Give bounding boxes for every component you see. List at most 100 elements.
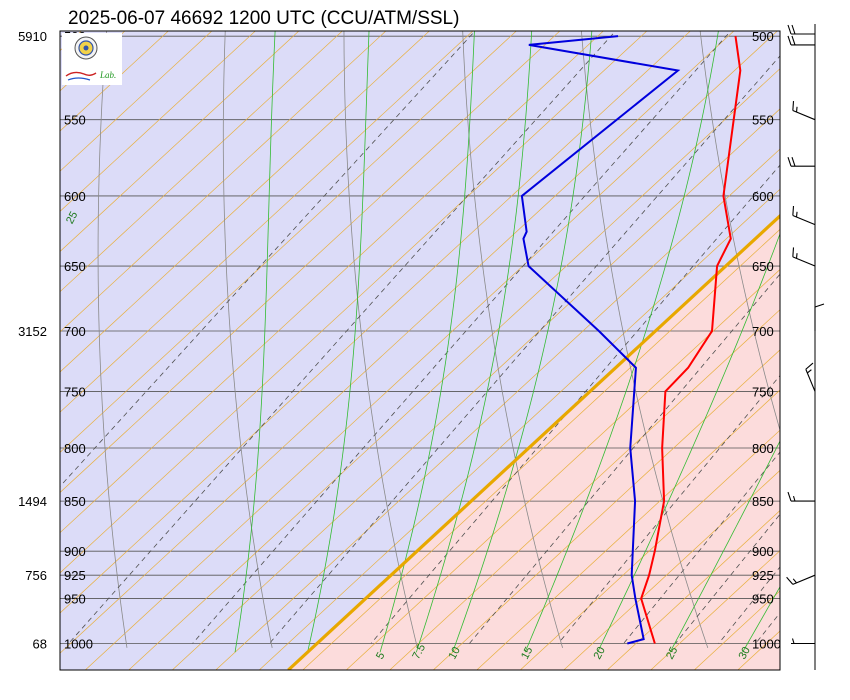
pressure-label-right: 950: [752, 592, 774, 607]
wind-barb-half: [795, 211, 798, 218]
wind-barb: [792, 205, 816, 226]
mixing-ratio-line: [60, 31, 476, 488]
isotherm-line: [60, 31, 604, 534]
moist-adiabat-label: 5: [374, 650, 387, 661]
isotherm-line: [60, 31, 430, 373]
moist-adiabat-line: [307, 31, 370, 653]
isotherm-line: [60, 31, 343, 293]
isotherm-line: [476, 389, 780, 670]
wind-barb-flag: [792, 205, 795, 216]
mixing-ratio-line: [370, 164, 780, 644]
dry-adiabat-line: [462, 31, 563, 648]
wind-barb-half: [791, 638, 795, 644]
dry-adiabat-line: [581, 31, 709, 648]
wind-barb-half: [795, 106, 798, 113]
logo-swoosh-2: [67, 77, 91, 81]
isotherm-line: [60, 31, 735, 654]
pressure-label-right: 900: [752, 544, 774, 559]
pressure-label-left: 1000: [64, 637, 93, 652]
wind-barb: [787, 491, 815, 502]
wind-barb: [814, 303, 825, 331]
pressure-label-right: 700: [752, 324, 774, 339]
pressure-label-right: 925: [752, 568, 774, 583]
isotherm-line: [389, 309, 780, 670]
logo-text: Lab.: [99, 70, 116, 80]
isobar-lines: [60, 35, 780, 644]
wind-barb: [786, 574, 816, 585]
height-label: 1494: [18, 494, 47, 509]
isotherm-line: [607, 510, 780, 670]
moist-adiabat-line: [234, 31, 276, 653]
isotherm-line: [60, 31, 691, 614]
isotherm-line: [85, 31, 778, 670]
pressure-label-left: 850: [64, 494, 86, 509]
wind-barb-flag: [791, 35, 796, 46]
pressure-label-right: 650: [752, 259, 774, 274]
cold-region: [60, 31, 780, 670]
mixing-ratio-line: [623, 451, 780, 644]
moist-adiabat-label: 20: [592, 645, 608, 661]
dry-adiabat-line: [222, 31, 273, 648]
moist-adiabat-line: [415, 31, 533, 653]
wind-barb: [787, 157, 815, 167]
moist-adiabat-label: 10: [447, 645, 463, 661]
pressure-label-left: 925: [64, 568, 86, 583]
isotherm-line: [433, 349, 780, 670]
isotherm-line: [128, 68, 780, 670]
moist-adiabat-label: 25: [64, 210, 80, 226]
moist-adiabat-line: [524, 31, 719, 653]
moist-adiabat-line: [597, 232, 780, 653]
pressure-label-left: 800: [64, 441, 86, 456]
wind-barb: [791, 638, 815, 645]
moist-adiabat-label: 25: [664, 645, 680, 661]
pressure-label-left: 950: [64, 592, 86, 607]
dry-adiabat-lines: [97, 0, 850, 648]
isotherm-line: [346, 269, 780, 670]
wind-barb-flag: [791, 24, 796, 35]
pressure-label-right: 850: [752, 494, 774, 509]
pressure-label-right: 500: [752, 29, 774, 44]
wind-barb-half: [806, 369, 812, 374]
isotherm-lines: [60, 31, 850, 670]
isotherm-line: [563, 469, 780, 670]
wind-barb: [787, 35, 815, 46]
logo: Lab.: [62, 33, 122, 85]
isotherm-line: [215, 148, 780, 670]
emblem-icon: [74, 36, 98, 60]
mixing-ratio-line: [269, 55, 780, 644]
isotherm-line: [60, 31, 517, 453]
wind-barb-half: [792, 495, 796, 502]
height-label: 68: [33, 637, 47, 652]
height-labels: 5910 3152 1494 756 68: [18, 29, 47, 651]
pressure-label-right: 550: [752, 113, 774, 128]
wind-barb-flag: [787, 491, 792, 502]
isotherm-line: [825, 31, 850, 670]
plot-frame: [59, 30, 781, 671]
mixing-ratio-line: [192, 31, 732, 644]
moist-adiabat-label: 30: [737, 645, 753, 661]
chart-title: 2025-06-07 46692 1200 UTC (CCU/ATM/SSL): [68, 8, 459, 29]
mixing-ratio-line: [68, 31, 617, 644]
mixing-ratio-lines: [60, 31, 780, 644]
wind-barb-flag: [814, 303, 825, 308]
dry-adiabat-line: [814, 0, 850, 647]
pressure-label-right: 1000: [752, 637, 781, 652]
pressure-label-left: 650: [64, 259, 86, 274]
height-label: 756: [25, 568, 47, 583]
isotherm-line: [60, 31, 561, 494]
isotherm-line: [60, 31, 474, 413]
wind-barb-flag: [792, 247, 795, 257]
wind-barb: [805, 362, 816, 392]
wind-barb-flag: [791, 157, 796, 167]
wind-barb-flag: [787, 157, 792, 167]
wind-barb-flag: [786, 576, 794, 585]
wind-barb-flag: [787, 35, 792, 46]
isotherm-line: [302, 228, 780, 670]
moist-adiabat-line: [379, 31, 475, 653]
pressure-label-right: 750: [752, 384, 774, 399]
pressure-label-right: 800: [752, 441, 774, 456]
isotherm-line: [172, 108, 780, 670]
wind-barb: [787, 24, 815, 35]
